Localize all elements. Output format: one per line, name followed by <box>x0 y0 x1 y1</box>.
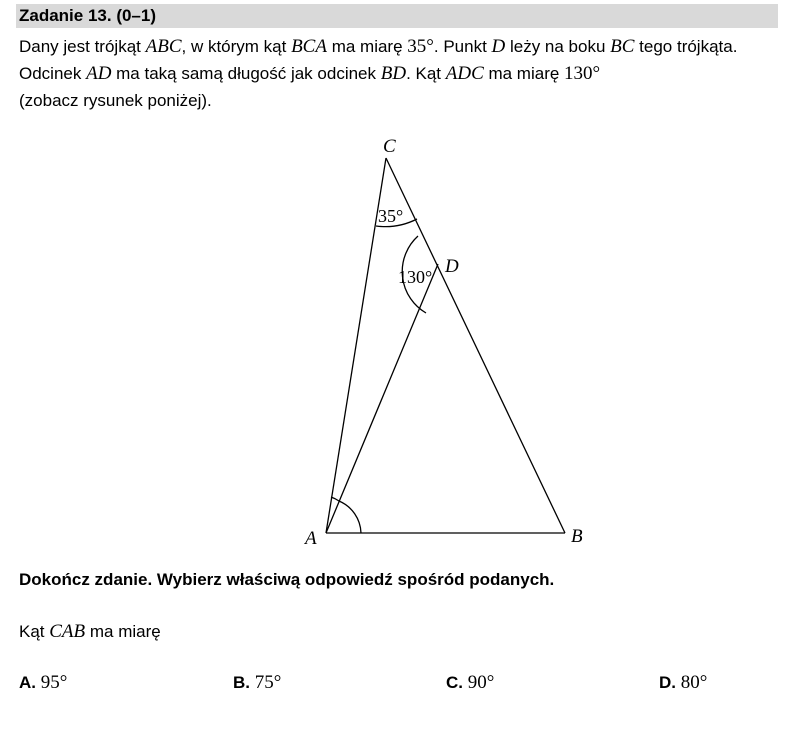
stem-math-cab: CAB <box>49 621 86 642</box>
angle-a-arc <box>338 500 362 534</box>
intro-math-bd: BD <box>380 63 407 84</box>
option-value: 95° <box>40 672 68 693</box>
intro-text-9: ma miarę <box>483 64 565 83</box>
segment-ad <box>325 263 439 534</box>
vertex-label-a: A <box>303 528 317 549</box>
intro-text-1: Dany jest trójkąt <box>19 37 146 56</box>
intro-math-bca: BCA <box>291 36 327 57</box>
intro-math-bc: BC <box>610 36 635 57</box>
intro-angle-130: 130° <box>564 63 601 84</box>
side-ac <box>325 157 387 534</box>
answer-option-d[interactable]: D. 80° <box>659 672 707 694</box>
intro-math-ad: AD <box>86 63 112 84</box>
intro-math-abc: ABC <box>145 36 182 57</box>
vertex-label-c: C <box>383 136 396 157</box>
intro-text-10: (zobacz rysunek poniżej). <box>19 91 212 110</box>
intro-angle-35: 35° <box>407 36 434 57</box>
intro-text-7: ma taką samą długość jak odcinek <box>111 64 381 83</box>
stem-before: Kąt <box>19 622 50 641</box>
answer-option-a[interactable]: A. 95° <box>19 672 67 694</box>
instruction: Dokończ zdanie. Wybierz właściwą odpowie… <box>19 570 555 589</box>
angle-a-inner-arc <box>330 496 340 502</box>
triangle-figure: C D A B 35° 130° <box>303 136 583 549</box>
option-value: 90° <box>467 672 495 693</box>
intro-text-6: tego trójkąta. Odcinek <box>19 37 738 83</box>
angle-adc-arc <box>401 235 427 314</box>
stem-after: ma miarę <box>85 622 161 641</box>
intro-text-2: , w którym kąt <box>181 37 292 56</box>
angle-adc-label: 130° <box>398 267 432 287</box>
intro-math-adc: ADC <box>445 63 484 84</box>
task-title: Zadanie 13. (0–1) <box>19 6 157 25</box>
question-stem: Kąt CAB ma miarę <box>19 621 161 643</box>
option-letter: D. <box>659 673 676 692</box>
task-header-bar: Zadanie 13. (0–1) <box>16 4 778 28</box>
intro-text-3: ma miarę <box>326 37 408 56</box>
vertex-label-d: D <box>444 256 459 277</box>
task-description: Dany jest trójkąt ABC, w którym kąt BCA … <box>19 33 779 114</box>
option-letter: B. <box>233 673 250 692</box>
intro-math-d: D <box>491 36 506 57</box>
vertex-label-b: B <box>571 526 583 547</box>
angle-c-label: 35° <box>378 206 403 226</box>
option-value: 80° <box>680 672 708 693</box>
intro-text-4: . Punkt <box>433 37 492 56</box>
option-letter: A. <box>19 673 36 692</box>
intro-text-5: leży na boku <box>505 37 611 56</box>
option-letter: C. <box>446 673 463 692</box>
angle-c-arc <box>375 218 418 228</box>
option-value: 75° <box>254 672 282 693</box>
intro-text-8: . Kąt <box>406 64 446 83</box>
answer-option-b[interactable]: B. 75° <box>233 672 281 694</box>
side-bc <box>385 157 566 534</box>
answer-option-c[interactable]: C. 90° <box>446 672 494 694</box>
